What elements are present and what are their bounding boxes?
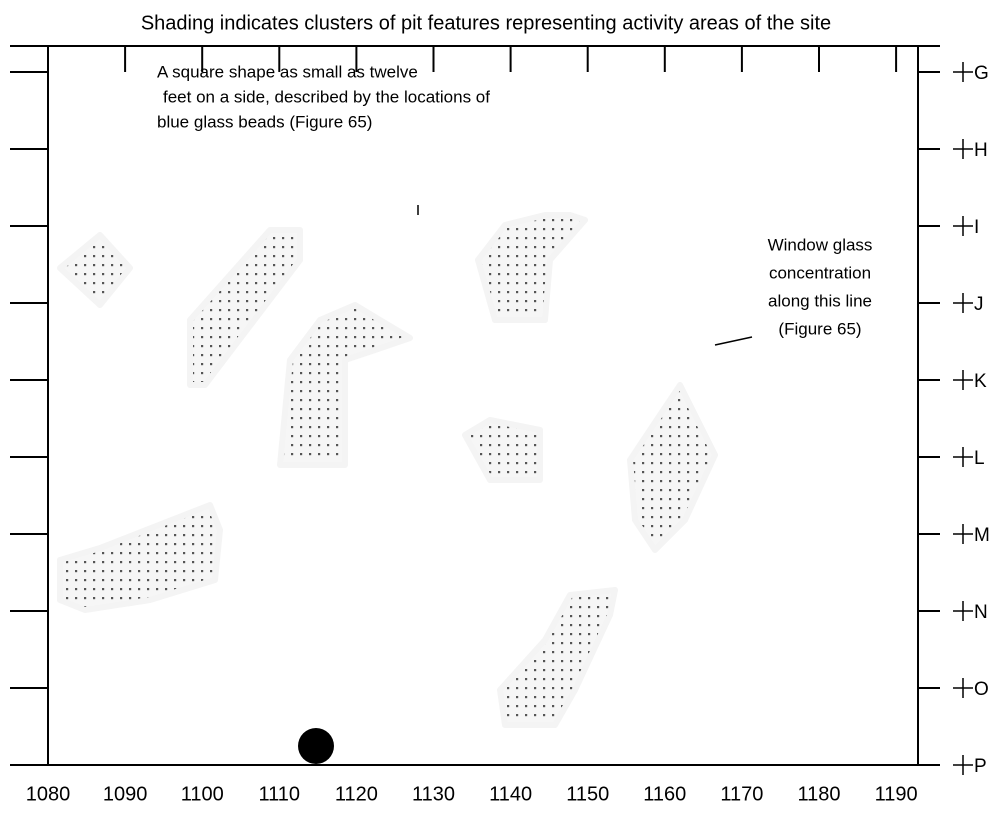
- note-line: along this line: [768, 291, 872, 310]
- note-line: blue glass beads (Figure 65): [157, 112, 372, 131]
- x-label: 1130: [412, 783, 455, 805]
- x-label: 1140: [489, 783, 532, 805]
- row-label: L: [974, 448, 985, 469]
- cluster: [462, 417, 543, 483]
- row-label: H: [974, 140, 988, 161]
- clusters: [57, 212, 718, 728]
- row-label: J: [974, 294, 984, 315]
- x-label: 1100: [181, 783, 224, 805]
- x-label: 1120: [335, 783, 378, 805]
- x-label: 1090: [103, 783, 148, 805]
- row-label: I: [974, 217, 979, 238]
- note-line: A square shape as small as twelve: [157, 62, 418, 81]
- x-label: 1150: [566, 783, 609, 805]
- cluster: [497, 587, 618, 728]
- x-label: 1180: [797, 783, 840, 805]
- x-label: 1080: [26, 783, 71, 805]
- row-label: P: [974, 756, 987, 777]
- cluster: [57, 232, 133, 308]
- cluster: [57, 502, 223, 613]
- row-label: N: [974, 602, 988, 623]
- cluster: [627, 382, 718, 553]
- row-label: G: [974, 63, 989, 84]
- note-line: feet on a side, described by the locatio…: [163, 87, 490, 106]
- row-label: O: [974, 679, 989, 700]
- cluster: [277, 302, 413, 468]
- cluster: [187, 227, 303, 388]
- row-label: K: [974, 371, 987, 392]
- note-line: (Figure 65): [778, 319, 861, 338]
- note-line: Window glass: [768, 235, 873, 254]
- x-label: 1110: [259, 783, 301, 805]
- note-line: concentration: [769, 263, 871, 282]
- leader: [714, 336, 753, 346]
- x-label: 1160: [643, 783, 686, 805]
- x-label: 1190: [875, 783, 918, 805]
- annotations: A square shape as small as twelve feet on…: [157, 62, 872, 338]
- grid-ticks: 1080 1090 1100 1110 1120 1130 1140 1150 1160 1170…: [10, 46, 990, 805]
- row-label: M: [974, 525, 990, 546]
- datum-point: [298, 728, 334, 764]
- x-label: 1170: [720, 783, 763, 805]
- title: Shading indicates clusters of pit featur…: [141, 12, 831, 34]
- cluster: [475, 212, 588, 323]
